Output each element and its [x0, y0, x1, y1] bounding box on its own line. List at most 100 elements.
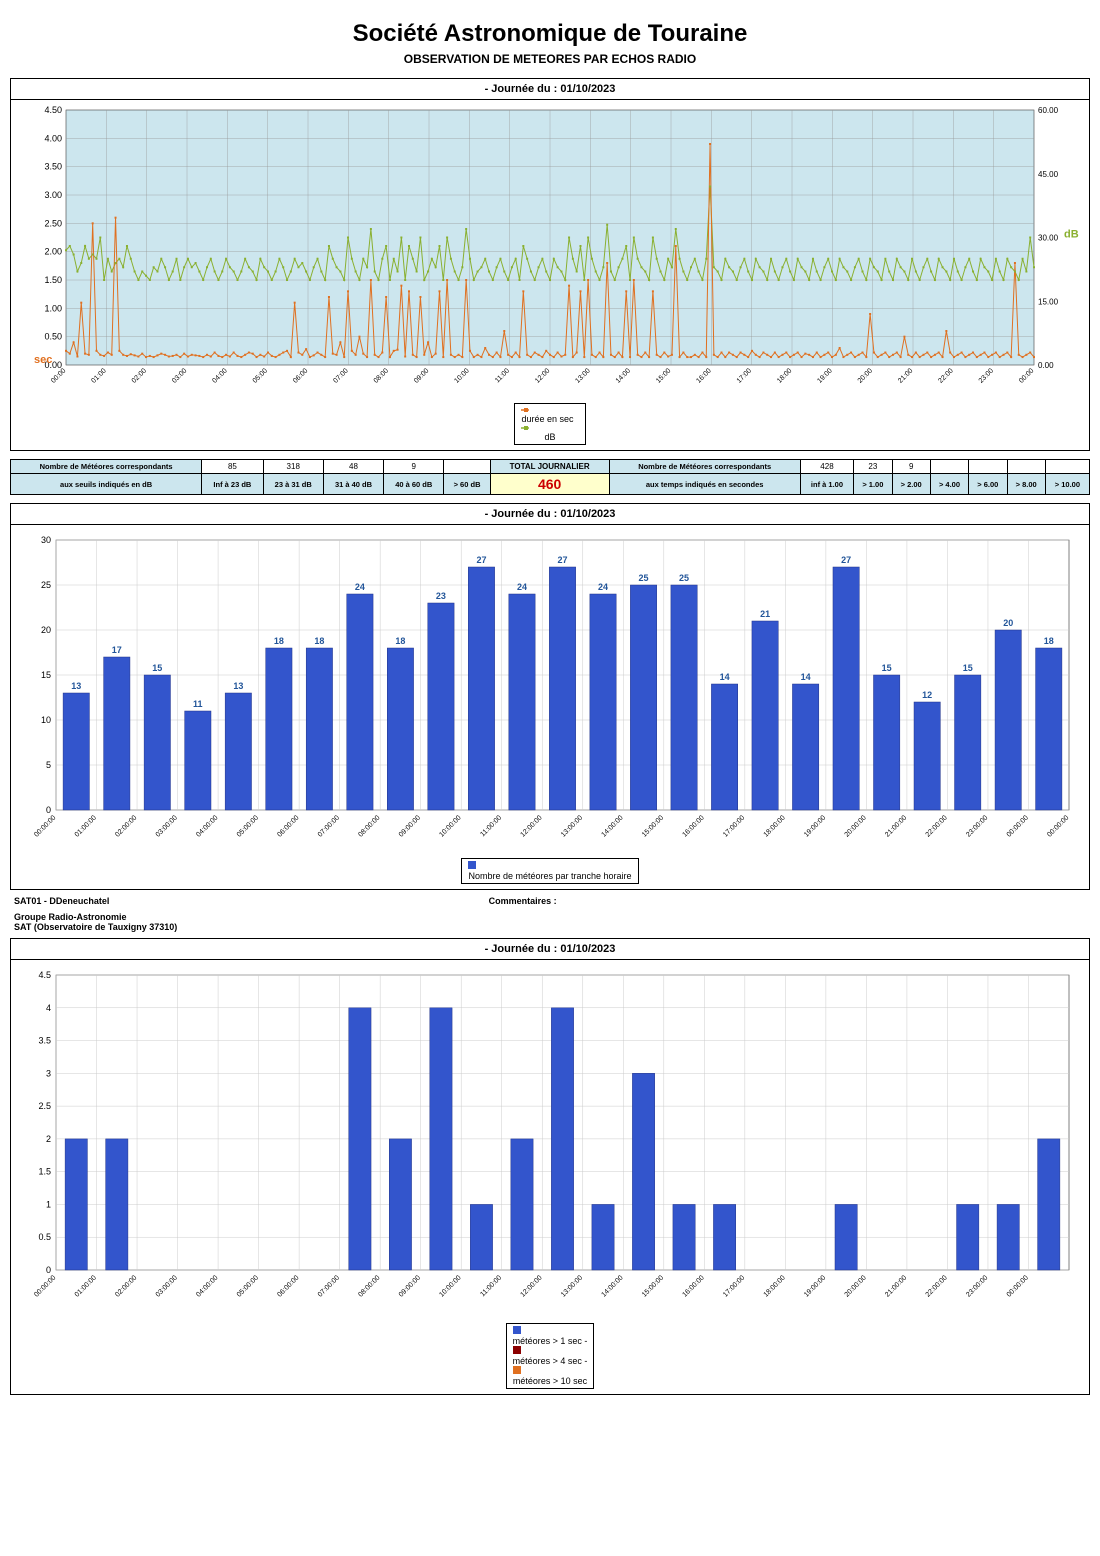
svg-text:02:00: 02:00: [131, 367, 148, 384]
svg-text:16:00:00: 16:00:00: [682, 814, 706, 838]
svg-text:30.00: 30.00: [1038, 234, 1059, 243]
svg-text:03:00:00: 03:00:00: [155, 814, 179, 838]
svg-text:17: 17: [112, 645, 122, 655]
svg-text:3.5: 3.5: [38, 1036, 51, 1046]
svg-text:15: 15: [963, 663, 973, 673]
svg-text:30: 30: [41, 535, 51, 545]
svg-text:16:00: 16:00: [695, 367, 712, 384]
svg-text:0.5: 0.5: [38, 1232, 51, 1242]
svg-text:17:00:00: 17:00:00: [722, 1274, 746, 1298]
page-title: Société Astronomique de Touraine: [10, 20, 1090, 48]
chart2-legend: Nombre de météores par tranche horaire: [461, 858, 638, 884]
svg-text:12:00:00: 12:00:00: [519, 814, 543, 838]
svg-text:01:00:00: 01:00:00: [74, 1274, 98, 1298]
svg-text:13:00: 13:00: [574, 367, 591, 384]
chart3-panel: - Journée du : 01/10/2023 00.511.522.533…: [10, 938, 1090, 1395]
svg-text:00:00: 00:00: [1018, 367, 1035, 384]
svg-text:11:00: 11:00: [494, 367, 511, 384]
svg-text:15: 15: [41, 670, 51, 680]
svg-text:0.50: 0.50: [44, 332, 62, 342]
svg-text:23:00: 23:00: [978, 367, 995, 384]
svg-text:05:00: 05:00: [252, 367, 269, 384]
svg-text:25: 25: [679, 573, 689, 583]
svg-text:4.50: 4.50: [44, 105, 62, 115]
svg-text:3: 3: [46, 1068, 51, 1078]
svg-text:04:00: 04:00: [211, 367, 228, 384]
svg-text:03:00:00: 03:00:00: [155, 1274, 179, 1298]
svg-text:06:00:00: 06:00:00: [276, 1274, 300, 1298]
svg-text:20:00:00: 20:00:00: [844, 814, 868, 838]
svg-text:05:00:00: 05:00:00: [236, 814, 260, 838]
svg-text:10:00: 10:00: [453, 367, 470, 384]
svg-text:14: 14: [720, 672, 730, 682]
svg-text:01:00:00: 01:00:00: [74, 814, 98, 838]
svg-text:15:00:00: 15:00:00: [641, 814, 665, 838]
svg-text:18:00:00: 18:00:00: [763, 1274, 787, 1298]
svg-text:13: 13: [233, 681, 243, 691]
svg-text:06:00:00: 06:00:00: [276, 814, 300, 838]
svg-text:0.00: 0.00: [1038, 361, 1054, 370]
chart2-svg: 0510152025301300:00:001701:00:001502:00:…: [11, 525, 1089, 855]
chart2-title: - Journée du : 01/10/2023: [11, 504, 1089, 525]
svg-text:24: 24: [355, 582, 365, 592]
svg-text:2.00: 2.00: [44, 247, 62, 257]
svg-text:09:00:00: 09:00:00: [398, 814, 422, 838]
svg-text:14:00: 14:00: [615, 367, 632, 384]
svg-text:27: 27: [557, 555, 567, 565]
svg-text:15:00: 15:00: [655, 367, 672, 384]
svg-text:19:00: 19:00: [816, 367, 833, 384]
svg-text:22:00:00: 22:00:00: [925, 814, 949, 838]
svg-text:12:00:00: 12:00:00: [519, 1274, 543, 1298]
chart3-title: - Journée du : 01/10/2023: [11, 939, 1089, 960]
footer-group1: Groupe Radio-Astronomie: [14, 912, 1090, 922]
svg-text:17:00:00: 17:00:00: [722, 814, 746, 838]
svg-text:08:00:00: 08:00:00: [357, 814, 381, 838]
svg-text:23:00:00: 23:00:00: [965, 1274, 989, 1298]
svg-text:15: 15: [152, 663, 162, 673]
svg-text:13:00:00: 13:00:00: [560, 1274, 584, 1298]
svg-text:22:00:00: 22:00:00: [925, 1274, 949, 1298]
footer-group2: SAT (Observatoire de Tauxigny 37310): [14, 922, 1090, 932]
svg-text:dB: dB: [1064, 229, 1079, 241]
svg-text:23:00:00: 23:00:00: [965, 814, 989, 838]
svg-text:12: 12: [922, 690, 932, 700]
svg-text:07:00:00: 07:00:00: [317, 1274, 341, 1298]
svg-text:1.00: 1.00: [44, 303, 62, 313]
svg-text:20: 20: [1003, 618, 1013, 628]
svg-text:18: 18: [274, 636, 284, 646]
svg-text:2.5: 2.5: [38, 1101, 51, 1111]
svg-text:16:00:00: 16:00:00: [682, 1274, 706, 1298]
svg-text:04:00:00: 04:00:00: [195, 1274, 219, 1298]
svg-text:18:00:00: 18:00:00: [763, 814, 787, 838]
svg-text:0: 0: [46, 1265, 51, 1275]
svg-text:08:00:00: 08:00:00: [357, 1274, 381, 1298]
svg-text:24: 24: [517, 582, 527, 592]
svg-text:18: 18: [395, 636, 405, 646]
svg-text:11:00:00: 11:00:00: [479, 814, 503, 838]
svg-text:00:00:00: 00:00:00: [33, 814, 57, 838]
svg-text:27: 27: [841, 555, 851, 565]
chart1-title: - Journée du : 01/10/2023: [11, 79, 1089, 100]
svg-text:23: 23: [436, 591, 446, 601]
svg-text:12:00: 12:00: [534, 367, 551, 384]
svg-text:11:00:00: 11:00:00: [479, 1274, 503, 1298]
svg-text:25: 25: [639, 573, 649, 583]
page-subtitle: OBSERVATION DE METEORES PAR ECHOS RADIO: [10, 52, 1090, 66]
svg-text:00:00:00: 00:00:00: [33, 1274, 57, 1298]
svg-text:4: 4: [46, 1003, 51, 1013]
svg-text:00:00:00: 00:00:00: [1006, 1274, 1030, 1298]
chart2-panel: - Journée du : 01/10/2023 05101520253013…: [10, 503, 1090, 890]
svg-text:60.00: 60.00: [1038, 106, 1059, 115]
svg-text:4.5: 4.5: [38, 970, 51, 980]
svg-text:1.50: 1.50: [44, 275, 62, 285]
svg-text:21:00:00: 21:00:00: [884, 814, 908, 838]
svg-text:24: 24: [598, 582, 608, 592]
svg-text:10:00:00: 10:00:00: [438, 1274, 462, 1298]
chart1-svg: 0.000.501.001.502.002.503.003.504.004.50…: [11, 100, 1089, 400]
svg-text:06:00: 06:00: [292, 367, 309, 384]
svg-text:sec: sec: [34, 354, 52, 366]
svg-text:13: 13: [71, 681, 81, 691]
svg-text:15:00:00: 15:00:00: [641, 1274, 665, 1298]
svg-text:18:00: 18:00: [776, 367, 793, 384]
svg-text:07:00: 07:00: [332, 367, 349, 384]
